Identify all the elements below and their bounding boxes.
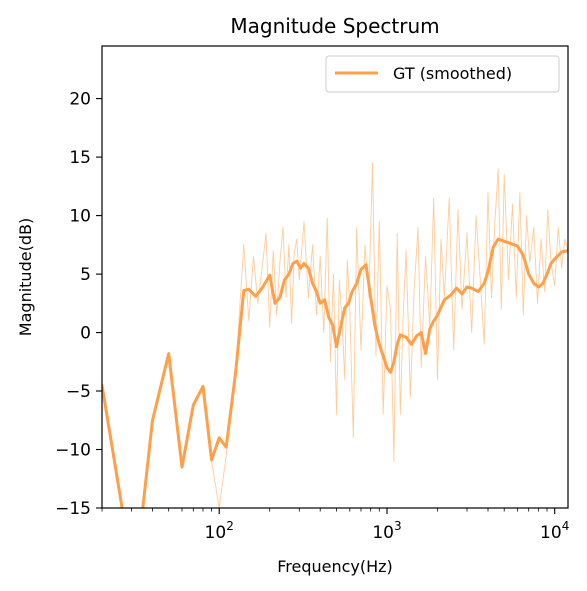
x-axis-ticks: 102 103 104	[101, 508, 569, 543]
raw-series	[102, 162, 568, 508]
raw-spectrum-line	[102, 162, 568, 508]
y-axis-ticks: −15 −10 −5 0 5 10 15 20	[55, 90, 102, 519]
y-tick-label: −5	[66, 382, 91, 402]
y-axis-label: Magnitude(dB)	[16, 218, 35, 336]
y-tick-label: 10	[69, 207, 91, 227]
y-tick-label: 15	[69, 148, 91, 168]
chart-title: Magnitude Spectrum	[230, 14, 439, 38]
legend-box	[325, 55, 560, 93]
plot-area	[102, 162, 568, 508]
y-tick-label: 5	[80, 265, 91, 285]
x-axis-label: Frequency(Hz)	[277, 557, 393, 576]
legend: GT (smoothed)	[325, 55, 560, 93]
y-tick-label: 20	[69, 90, 91, 110]
x-tick-label: 102	[205, 519, 234, 543]
y-tick-label: −15	[55, 499, 91, 519]
smoothed-series	[102, 237, 568, 508]
x-tick-label: 104	[540, 519, 569, 543]
smoothed-spectrum-line	[102, 237, 568, 508]
x-tick-label: 103	[372, 519, 401, 543]
y-tick-label: 0	[80, 324, 91, 344]
plot-frame	[101, 45, 569, 509]
legend-label-gt-smoothed: GT (smoothed)	[393, 64, 512, 83]
y-tick-label: −10	[55, 441, 91, 461]
